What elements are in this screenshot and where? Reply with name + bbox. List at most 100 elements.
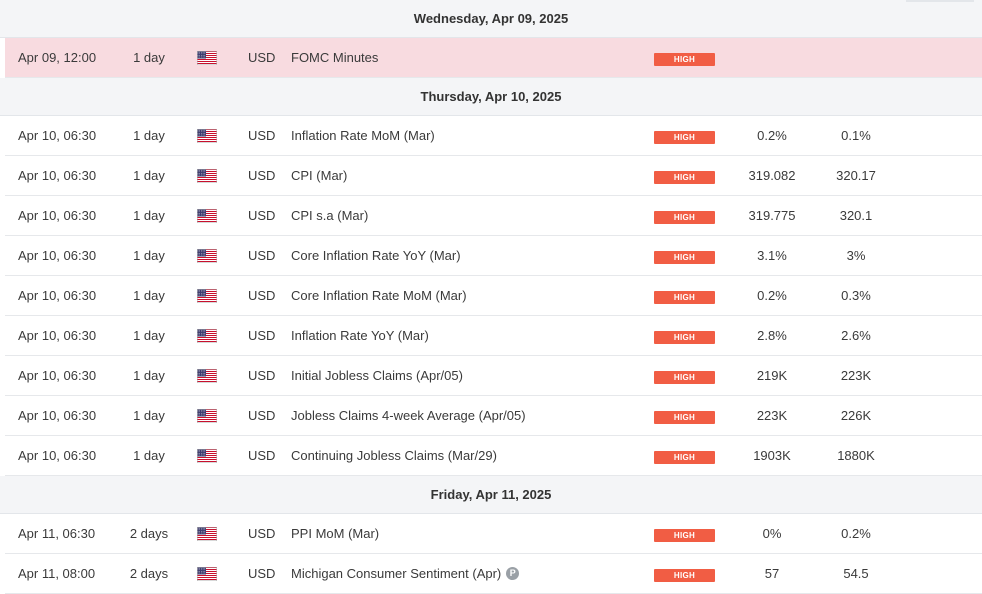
impact-badge: HIGH: [654, 52, 715, 66]
event-name[interactable]: Core Inflation Rate YoY (Mar): [291, 248, 461, 263]
event-datetime: Apr 10, 06:30: [18, 288, 97, 303]
event-datetime: Apr 10, 06:30: [18, 448, 97, 463]
event-duration: 1 day: [133, 50, 165, 65]
impact-cell: HIGH: [654, 288, 715, 304]
impact-badge: HIGH: [654, 290, 715, 304]
preliminary-info-icon[interactable]: P: [506, 567, 520, 580]
event-currency: USD: [248, 288, 276, 303]
event-name-cell[interactable]: Michigan Consumer Sentiment (Apr) P: [291, 566, 520, 581]
event-row[interactable]: Apr 10, 06:30 1 day USD CPI (Mar) HIGH 319.08…: [5, 156, 982, 196]
impact-cell: HIGH: [654, 566, 715, 582]
actual-value: 2.8%: [757, 328, 787, 343]
event-name-cell[interactable]: Continuing Jobless Claims (Mar/29): [291, 448, 497, 463]
actual-value: 0.2%: [757, 128, 787, 143]
impact-cell: HIGH: [654, 248, 715, 264]
event-row[interactable]: Apr 10, 06:30 1 day USD Core Inflation Rate…: [5, 276, 982, 316]
forecast-value: 0.3%: [841, 288, 871, 303]
actual-value: 319.082: [748, 168, 796, 183]
forecast-value: 0.1%: [841, 128, 871, 143]
event-datetime: Apr 10, 06:30: [18, 368, 97, 383]
event-name[interactable]: Jobless Claims 4-week Average (Apr/05): [291, 408, 526, 423]
event-row[interactable]: Apr 09, 12:00 1 day USD FOMC Minutes HIGH: [5, 38, 982, 78]
event-row[interactable]: Apr 10, 06:30 1 day USD CPI s.a (Mar) HIGH 31…: [5, 196, 982, 236]
event-name-cell[interactable]: Jobless Claims 4-week Average (Apr/05): [291, 408, 526, 423]
forecast-value: 223K: [840, 368, 872, 383]
event-row[interactable]: Apr 10, 06:30 1 day USD Jobless Claims 4-we…: [5, 396, 982, 436]
event-name[interactable]: Core Inflation Rate MoM (Mar): [291, 288, 467, 303]
event-name[interactable]: FOMC Minutes: [291, 50, 379, 65]
event-name[interactable]: CPI (Mar): [291, 168, 348, 183]
event-datetime: Apr 10, 06:30: [18, 408, 97, 423]
event-name-cell[interactable]: Inflation Rate MoM (Mar): [291, 128, 435, 143]
event-name[interactable]: Initial Jobless Claims (Apr/05): [291, 368, 463, 383]
event-currency: USD: [248, 448, 276, 463]
event-duration: 1 day: [133, 208, 165, 223]
event-name-cell[interactable]: Inflation Rate YoY (Mar): [291, 328, 429, 343]
event-duration: 1 day: [133, 448, 165, 463]
forecast-value: 54.5: [843, 566, 869, 581]
event-row[interactable]: Apr 11, 06:30 2 days USD PPI MoM (Mar) HIGH 0…: [5, 514, 982, 554]
us-flag-icon: [197, 566, 217, 581]
actual-value: 0.2%: [757, 288, 787, 303]
event-name-cell[interactable]: CPI (Mar): [291, 168, 347, 183]
event-row[interactable]: Apr 10, 06:30 1 day USD Inflation Rate YoY …: [5, 316, 982, 356]
event-row[interactable]: Apr 10, 06:30 1 day USD Inflation Rate MoM …: [5, 116, 982, 156]
impact-badge: HIGH: [654, 330, 715, 344]
event-name-cell[interactable]: FOMC Minutes: [291, 50, 378, 65]
us-flag-icon: [197, 368, 217, 383]
event-datetime: Apr 10, 06:30: [18, 208, 97, 223]
event-datetime: Apr 10, 06:30: [18, 248, 97, 263]
event-name[interactable]: CPI s.a (Mar): [291, 208, 369, 223]
event-name[interactable]: Continuing Jobless Claims (Mar/29): [291, 448, 497, 463]
event-datetime: Apr 10, 06:30: [18, 168, 97, 183]
event-currency: USD: [248, 168, 276, 183]
date-header: Friday, Apr 11, 2025: [0, 476, 982, 514]
forecast-value: 3%: [846, 248, 866, 263]
actual-value: 219K: [756, 368, 788, 383]
event-currency: USD: [248, 128, 276, 143]
event-duration: 1 day: [133, 328, 165, 343]
actual-value: 1903K: [753, 448, 791, 463]
event-row[interactable]: Apr 11, 08:00 2 days USD Michigan Consumer …: [5, 554, 982, 594]
actual-value: 319.775: [748, 208, 796, 223]
event-currency: USD: [248, 248, 276, 263]
event-name-cell[interactable]: Initial Jobless Claims (Apr/05): [291, 368, 463, 383]
us-flag-icon: [197, 448, 217, 463]
event-currency: USD: [248, 50, 276, 65]
event-currency: USD: [248, 368, 276, 383]
impact-cell: HIGH: [654, 448, 715, 464]
impact-badge: HIGH: [654, 370, 715, 384]
event-datetime: Apr 10, 06:30: [18, 328, 97, 343]
event-datetime: Apr 11, 06:30: [18, 526, 96, 541]
event-name-cell[interactable]: PPI MoM (Mar): [291, 526, 379, 541]
impact-badge: HIGH: [654, 210, 715, 224]
event-row[interactable]: Apr 10, 06:30 1 day USD Core Inflation Rate…: [5, 236, 982, 276]
event-name-cell[interactable]: Core Inflation Rate YoY (Mar): [291, 248, 461, 263]
impact-cell: HIGH: [654, 168, 715, 184]
event-duration: 1 day: [133, 288, 165, 303]
actual-value: 223K: [756, 408, 788, 423]
us-flag-icon: [197, 288, 217, 303]
forecast-value: 1880K: [837, 448, 875, 463]
impact-cell: HIGH: [654, 328, 715, 344]
event-name-cell[interactable]: Core Inflation Rate MoM (Mar): [291, 288, 467, 303]
event-datetime: Apr 09, 12:00: [18, 50, 97, 65]
event-name-cell[interactable]: CPI s.a (Mar): [291, 208, 368, 223]
actual-value: 57: [764, 566, 780, 581]
event-name[interactable]: Inflation Rate YoY (Mar): [291, 328, 429, 343]
event-duration: 1 day: [133, 408, 165, 423]
event-name[interactable]: PPI MoM (Mar): [291, 526, 380, 541]
us-flag-icon: [197, 328, 217, 343]
event-duration: 1 day: [133, 128, 165, 143]
event-duration: 2 days: [129, 566, 169, 581]
impact-badge: HIGH: [654, 250, 715, 264]
event-row[interactable]: Apr 10, 06:30 1 day USD Continuing Jobless …: [5, 436, 982, 476]
forecast-value: 226K: [840, 408, 872, 423]
event-name[interactable]: Michigan Consumer Sentiment (Apr): [291, 566, 502, 581]
us-flag-icon: [197, 50, 217, 65]
event-datetime: Apr 11, 08:00: [18, 566, 96, 581]
event-row[interactable]: Apr 10, 06:30 1 day USD Initial Jobless Cla…: [5, 356, 982, 396]
event-name[interactable]: Inflation Rate MoM (Mar): [291, 128, 435, 143]
event-currency: USD: [248, 408, 276, 423]
